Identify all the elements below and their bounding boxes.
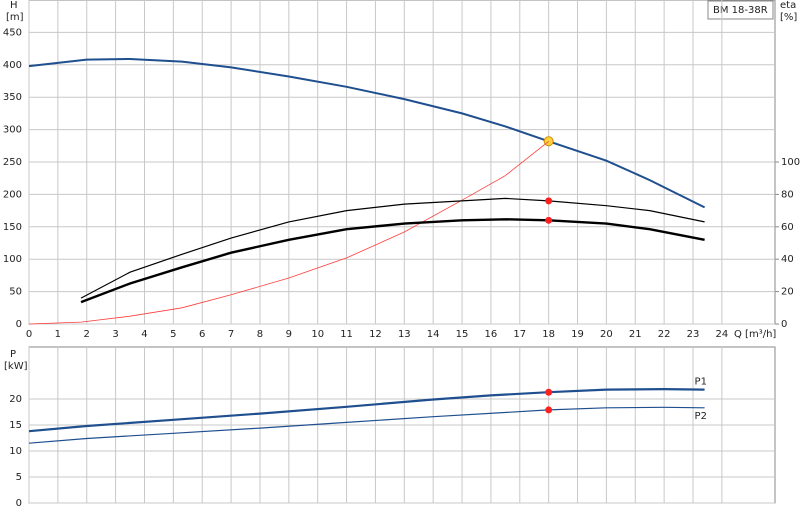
y-tick-label: 250 [3, 157, 22, 168]
x-tick-label: 14 [427, 329, 440, 340]
duty-point [545, 197, 553, 205]
x-tick-label: 11 [340, 329, 353, 340]
x-tick-label: 5 [170, 329, 176, 340]
x-tick-label: 19 [571, 329, 584, 340]
duty-point [545, 388, 553, 396]
series-line [28, 387, 705, 433]
y2-tick-label: 20 [781, 287, 794, 298]
x-tick-label: 12 [369, 329, 382, 340]
y2-tick-label: 100 [781, 157, 800, 168]
y-tick-label: 100 [3, 254, 22, 265]
x-label: Q [m³/h] [734, 329, 776, 340]
x-tick-label: 22 [658, 329, 671, 340]
x-tick-label: 8 [257, 329, 263, 340]
y-tick-label: 5 [16, 472, 22, 483]
y-tick-label: 20 [9, 394, 22, 405]
x-tick-label: 10 [311, 329, 324, 340]
y2-label: eta [780, 0, 796, 11]
y-tick-label: 400 [3, 60, 22, 71]
y-tick-label: 300 [3, 125, 22, 136]
x-tick-label: 20 [600, 329, 613, 340]
series-line [28, 140, 549, 325]
y-tick-label: 15 [9, 420, 22, 431]
x-tick-label: 16 [485, 329, 498, 340]
x-tick-label: 7 [228, 329, 234, 340]
y-label: P [10, 349, 16, 360]
x-tick-label: 9 [286, 329, 292, 340]
x-tick-label: 15 [456, 329, 469, 340]
y-tick-label: 450 [3, 27, 22, 38]
chart-title: BM 18-38R [713, 5, 768, 16]
y-tick-label: 0 [16, 498, 22, 509]
series-line [80, 197, 705, 299]
y2-unit: [%] [780, 12, 797, 23]
x-tick-label: 0 [26, 329, 32, 340]
y2-tick-label: 80 [781, 189, 794, 200]
y-tick-label: 200 [3, 189, 22, 200]
y-tick-label: 150 [3, 222, 22, 233]
y-unit: [kW] [4, 361, 28, 372]
x-tick-label: 4 [141, 329, 147, 340]
x-tick-label: 18 [542, 329, 555, 340]
y2-tick-label: 40 [781, 254, 794, 265]
series-line [28, 406, 705, 444]
y2-tick-label: 0 [781, 319, 787, 330]
x-tick-label: 17 [513, 329, 526, 340]
x-tick-label: 24 [716, 329, 729, 340]
x-tick-label: 21 [629, 329, 642, 340]
y-tick-label: 10 [9, 446, 22, 457]
series-line [80, 218, 705, 304]
y2-tick-label: 60 [781, 222, 794, 233]
x-tick-label: 6 [199, 329, 205, 340]
y-tick-label: 50 [9, 287, 22, 298]
x-tick-label: 13 [398, 329, 411, 340]
x-tick-label: 1 [55, 329, 61, 340]
y-unit: [m] [6, 12, 24, 23]
y-tick-label: 0 [16, 319, 22, 330]
x-tick-label: 3 [112, 329, 118, 340]
duty-point [545, 406, 553, 414]
series-line [28, 57, 706, 209]
legend-box [707, 0, 774, 20]
y-tick-label: 350 [3, 92, 22, 103]
series-label: P1 [695, 377, 707, 388]
x-tick-label: 23 [687, 329, 700, 340]
x-tick-label: 2 [84, 329, 90, 340]
duty-point [545, 216, 553, 224]
y-label: H [10, 0, 18, 11]
series-label: P2 [695, 411, 707, 422]
